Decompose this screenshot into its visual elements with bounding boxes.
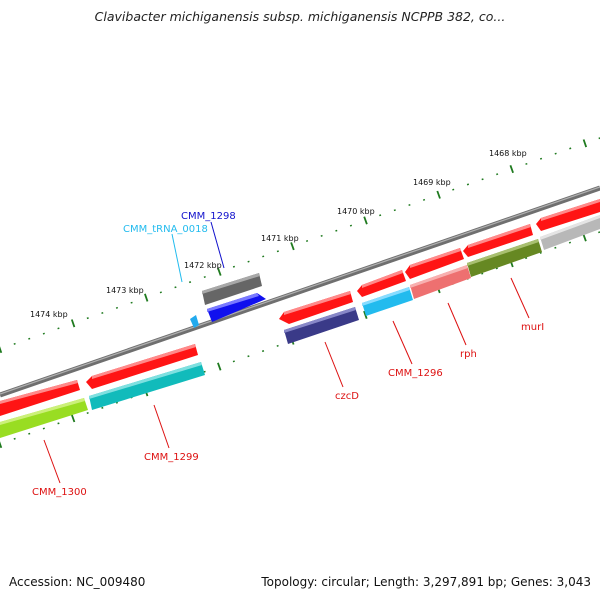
scale-label-1474: 1474 kbp [30,310,68,319]
label-leaders [43,221,530,484]
tick-mark [86,317,89,320]
gene-label-cmm-trna-0018[interactable]: CMM_tRNA_0018 [123,224,208,235]
outer-tick-track [0,137,600,354]
tick-mark [554,246,557,249]
gene-cmm-1298-upper-shape[interactable] [202,273,262,305]
gene-muri-shape[interactable] [467,239,542,277]
tick-mark [320,234,323,237]
gene-label-cmm-1298[interactable]: CMM_1298 [181,211,236,222]
tick-mark [13,437,16,440]
gene-label-cmm-1296[interactable]: CMM_1296 [388,368,443,379]
tick-mark [363,216,368,225]
map-title: Clavibacter michiganensis subsp. michiga… [94,9,506,24]
tick-mark [101,406,104,409]
tick-mark [582,139,588,148]
scale-label-1470: 1470 kbp [337,207,375,216]
gene-czcd-shape[interactable] [284,307,359,344]
gene-cmm-1300-shape[interactable] [0,398,88,438]
gene-next-shape[interactable] [540,215,600,250]
tick-mark [349,224,353,227]
tick-mark [70,319,76,328]
cds-forward[interactable] [279,291,353,324]
tick-mark [159,291,162,294]
cds-forward[interactable] [357,270,406,297]
forward-strand-genes [0,199,600,416]
scale-label-1471: 1471 kbp [261,234,299,243]
tick-mark [290,242,295,251]
tick-mark [115,306,119,309]
gene-cmm-1299-shape[interactable] [89,362,205,410]
gene-cmm-1296-shape[interactable] [362,287,413,316]
reverse-strand-genes [0,215,600,438]
tick-mark [363,310,368,320]
gene-rph-shape[interactable] [410,265,471,299]
tick-mark [569,147,572,150]
tick-mark [481,272,484,275]
scale-label-1473: 1473 kbp [106,286,144,295]
tick-mark [335,229,338,232]
tick-mark [305,239,309,243]
gene-cmm-1298-shape[interactable] [207,293,266,322]
tick-mark [86,411,89,415]
tick-mark [481,178,484,181]
tick-mark [217,362,222,371]
tick-mark [70,414,76,423]
cds-forward[interactable] [463,224,533,257]
tick-mark [232,360,235,363]
tick-mark [247,355,250,358]
tick-mark [509,164,514,174]
tick-mark [247,260,250,263]
scale-label-1472: 1472 kbp [184,261,222,270]
tick-mark [203,275,206,279]
tick-mark [57,422,60,425]
gene-trna-shape[interactable] [190,315,199,328]
gene-label-rph[interactable]: rph [460,349,477,360]
genome-backbone [0,185,600,398]
cds-forward[interactable] [86,344,198,389]
scale-label-1468: 1468 kbp [489,149,527,158]
tick-mark [496,173,499,176]
tick-mark [568,241,572,244]
tick-mark [144,293,149,302]
tick-mark [203,370,206,373]
scale-label-1469: 1469 kbp [413,178,451,187]
tick-mark [598,231,600,234]
accession-text: Accession: NC_009480 [9,575,146,589]
tick-mark [408,203,411,207]
cds-forward[interactable] [405,248,464,279]
tick-mark [28,432,31,435]
gene-label-cmm-1300[interactable]: CMM_1300 [32,487,87,498]
tick-mark [57,327,60,330]
cds-forward[interactable] [0,380,80,416]
scale-labels: 1468 kbp 1469 kbp 1470 kbp 1471 kbp 1472… [30,149,527,319]
tick-mark [276,344,279,347]
tick-mark [0,346,3,354]
tick-mark [554,152,557,155]
tick-mark [379,214,382,217]
tick-mark [174,286,177,289]
gene-label-muri[interactable]: murI [521,322,544,333]
tick-mark [42,332,45,335]
tick-mark [101,311,104,315]
tick-mark [188,281,192,284]
gene-labels: CMM_1300 CMM_1299 CMM_tRNA_0018 CMM_1298… [32,211,544,498]
tick-mark [217,267,222,276]
tick-mark [261,350,265,353]
genome-summary-text: Topology: circular; Length: 3,297,891 bp… [261,575,591,589]
tick-mark [232,265,236,268]
tick-mark [466,183,470,186]
tick-mark [539,157,543,160]
tick-mark [13,342,16,345]
tick-mark [28,337,31,340]
gene-label-cmm-1299[interactable]: CMM_1299 [144,452,199,463]
tick-mark [436,190,441,199]
tick-mark [422,198,426,201]
tick-mark [452,188,455,191]
gene-label-czcd[interactable]: czcD [335,391,359,402]
tick-mark [42,427,45,430]
tick-mark [276,250,279,253]
tick-mark [0,441,3,449]
